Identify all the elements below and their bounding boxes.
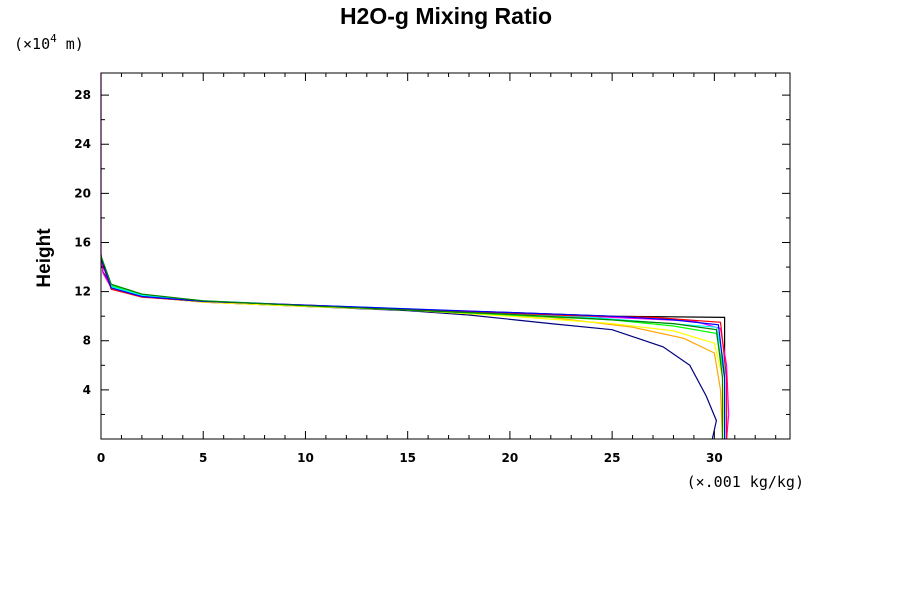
y-tick-label: 4 <box>83 383 91 397</box>
y-tick-label: 28 <box>74 88 91 102</box>
series-line-9 <box>100 258 726 439</box>
x-tick-label: 5 <box>199 451 207 465</box>
x-tick-label: 0 <box>97 451 105 465</box>
x-tick-label: 20 <box>502 451 519 465</box>
y-tick-label: 8 <box>83 334 91 348</box>
series-line-6 <box>100 256 726 439</box>
series-line-2 <box>100 254 718 440</box>
y-axis-units: (×104 m) <box>14 32 84 53</box>
series-line-10 <box>100 255 724 439</box>
series-layer <box>100 73 730 440</box>
series-line-8 <box>100 259 728 439</box>
series-line-3 <box>100 73 730 440</box>
series-line-5 <box>100 259 726 440</box>
x-axis-units: (×.001 kg/kg) <box>687 473 804 491</box>
y-tick-label: 12 <box>74 285 91 299</box>
ticks-layer: 0 5 10 15 20 25 30 4 8 12 16 20 24 28 <box>74 73 790 465</box>
plot-frame <box>100 72 791 440</box>
x-tick-label: 25 <box>604 451 621 465</box>
series-line-7 <box>100 257 726 439</box>
series-line-4 <box>100 259 724 440</box>
x-tick-label: 15 <box>399 451 416 465</box>
chart-title: H2O-g Mixing Ratio <box>340 3 552 29</box>
y-tick-label: 16 <box>74 235 91 249</box>
y-tick-label: 20 <box>74 186 91 200</box>
series-line-1 <box>100 254 726 439</box>
x-tick-label: 10 <box>297 451 314 465</box>
y-tick-label: 24 <box>74 137 91 151</box>
x-tick-label: 30 <box>706 451 723 465</box>
y-axis-label: Height <box>34 228 55 288</box>
